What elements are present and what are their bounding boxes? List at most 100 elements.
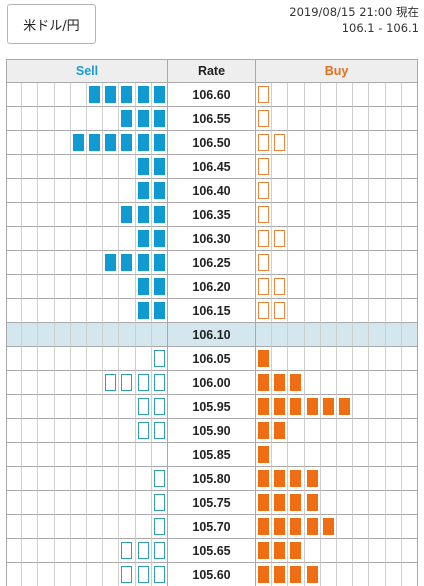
buy-cell [288,467,305,491]
buy-cell [272,443,289,467]
buy-cell [320,419,337,443]
sell-volume-mark [153,158,165,175]
sell-cell [6,323,23,347]
sell-cell [135,131,152,155]
buy-cell [256,395,273,419]
buy-cell [353,371,370,395]
buy-cell [353,251,370,275]
sell-cell [54,515,71,539]
buy-volume-mark [258,182,270,199]
sell-cell [136,563,152,586]
buy-cell [304,419,321,443]
sell-cell [38,131,55,155]
buy-cell [385,203,402,227]
buy-cell [288,371,305,395]
sell-cell [151,323,168,347]
table-row: 106.15 [6,299,418,323]
sell-cell [54,83,71,107]
sell-cell [86,107,104,131]
buy-cell [369,203,386,227]
sell-cell [70,491,87,515]
sell-cell [38,347,55,371]
buy-cell [369,563,386,586]
buy-cell [369,131,386,155]
buy-volume-mark [258,206,270,223]
sell-volume-mark [137,110,149,127]
buy-cell [369,515,386,539]
buy-cell [256,371,273,395]
buy-cell [304,491,321,515]
sell-cell [54,227,71,251]
sell-volume-mark [121,134,133,151]
sell-cell [22,515,39,539]
sell-volume-mark [105,374,117,391]
sell-cell [6,443,23,467]
currency-pair-button[interactable]: 米ドル/円 [7,4,96,44]
buy-cell [272,467,289,491]
buy-cell [272,203,289,227]
sell-cell [86,467,104,491]
sell-cell [6,275,23,299]
sell-volume-mark [137,566,149,583]
buy-cell [304,347,321,371]
buy-cell [320,155,337,179]
sell-cell [119,515,136,539]
buy-cell [288,419,305,443]
sell-cell [54,443,71,467]
buy-cell [369,275,386,299]
sell-cell [6,251,23,275]
sell-cell [6,83,23,107]
buy-cell [320,347,337,371]
buy-cell [288,227,305,251]
buy-cell [385,299,402,323]
sell-cell [151,467,168,491]
sell-cell [70,371,87,395]
buy-cell [256,275,273,299]
buy-cell [256,323,273,347]
sell-volume-mark [137,206,149,223]
sell-cell [119,179,136,203]
buy-depth [256,491,418,515]
sell-cell [6,419,23,443]
buy-cell [369,539,386,563]
rate-column-header: Rate [168,59,256,83]
buy-cell [288,131,305,155]
buy-cell [385,539,402,563]
buy-cell [385,515,402,539]
buy-volume-mark [274,374,286,391]
sell-cell [151,419,168,443]
table-row: 106.00 [6,371,418,395]
sell-cell [6,155,23,179]
buy-cell [272,371,289,395]
sell-depth [6,395,168,419]
buy-cell [304,467,321,491]
buy-cell [304,227,321,251]
buy-cell [353,275,370,299]
sell-depth [6,203,168,227]
buy-cell [336,107,354,131]
sell-cell [87,563,104,586]
buy-cell [256,131,273,155]
sell-volume-mark [153,278,165,295]
sell-cell [22,371,39,395]
buy-depth [256,107,418,131]
sell-volume-mark [153,374,165,391]
buy-cell [304,395,321,419]
sell-depth [6,107,168,131]
table-row: 105.85 [6,443,418,467]
sell-cell [151,155,168,179]
buy-cell [353,443,370,467]
buy-cell [369,155,386,179]
sell-volume-mark [153,206,165,223]
buy-cell [256,179,273,203]
sell-cell [119,563,136,586]
sell-depth [6,347,168,371]
sell-cell [135,251,152,275]
buy-cell [385,467,402,491]
buy-cell [337,563,354,586]
rate-value: 105.75 [168,491,256,515]
sell-volume-mark [137,230,149,247]
sell-cell [38,227,55,251]
buy-cell [288,347,305,371]
buy-cell [304,179,321,203]
